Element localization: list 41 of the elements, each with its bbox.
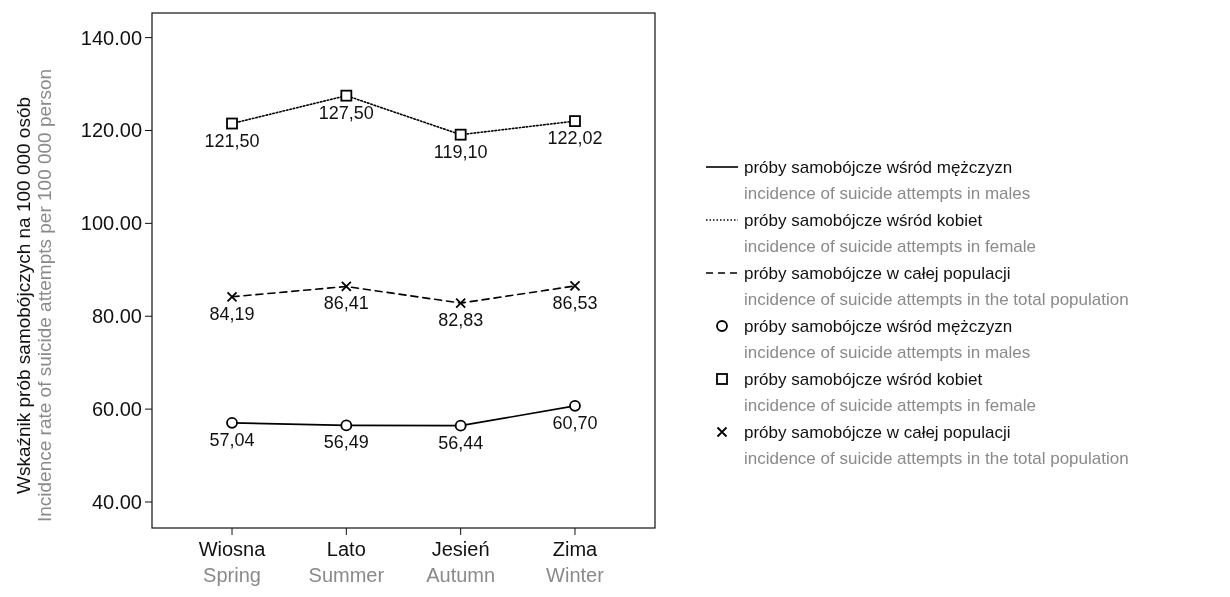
point [340, 281, 352, 292]
legend-label: próby samobójcze w całej populacji incidence of suicide attempts in the total population [744, 264, 1129, 309]
data-label: 60,70 [552, 412, 598, 433]
text: próby samobójcze wśród mężczyzn incidence of suicide attempts in males [744, 158, 1031, 203]
data-label: 86,41 [323, 293, 369, 314]
data-label: 56,44 [438, 432, 484, 453]
data-label: 56,49 [323, 432, 369, 453]
data-label: 119,10 [433, 141, 488, 162]
point [226, 291, 238, 303]
point [569, 280, 581, 292]
point [569, 115, 581, 128]
point [340, 89, 353, 102]
y-tick-label: 100.00 [80, 212, 142, 235]
data-label: 121,50 [204, 130, 260, 151]
x-tick-label: Jesień Autumn [426, 538, 496, 586]
point [569, 399, 581, 412]
data-label: 84,19 [209, 303, 255, 324]
text: próby samobójcze w całej populacji incidence of suicide attempts in the total population [744, 423, 1129, 468]
data-label: 127,50 [318, 102, 374, 123]
x-tick-label: Zima Winter [546, 538, 605, 586]
x-tick-label: Lato Summer [308, 538, 385, 586]
data-label: 86,53 [552, 292, 598, 313]
point [226, 416, 238, 429]
point [455, 297, 467, 309]
y-axis-title: Wskaźnik prób samobójczych na 100 000 osób Incidence rate of suicide attempts per 100 000 person [13, 68, 55, 523]
point [340, 419, 353, 432]
legend-label: próby samobójcze wśród kobiet incidence of suicide attempts in female [744, 211, 1036, 256]
point [454, 419, 467, 432]
data-label: 122,02 [547, 128, 603, 149]
y-tick-label: 140.00 [80, 26, 142, 49]
text: próby samobójcze wśród kobiet incidence of suicide attempts in female [744, 370, 1036, 415]
y-tick-label: 80.00 [91, 305, 142, 328]
y-tick-label: 40.00 [91, 490, 142, 513]
point [454, 128, 467, 141]
legend-label: próby samobójcze wśród mężczyzn incidence of suicide attempts in males [744, 317, 1031, 362]
x-tick-label: Wiosna Spring [198, 538, 267, 586]
data-label: 82,83 [438, 310, 484, 331]
point [226, 117, 238, 130]
y-tick-label: 120.00 [80, 119, 142, 142]
data-label: 57,04 [209, 429, 255, 450]
y-tick-label: 60.00 [91, 398, 142, 421]
